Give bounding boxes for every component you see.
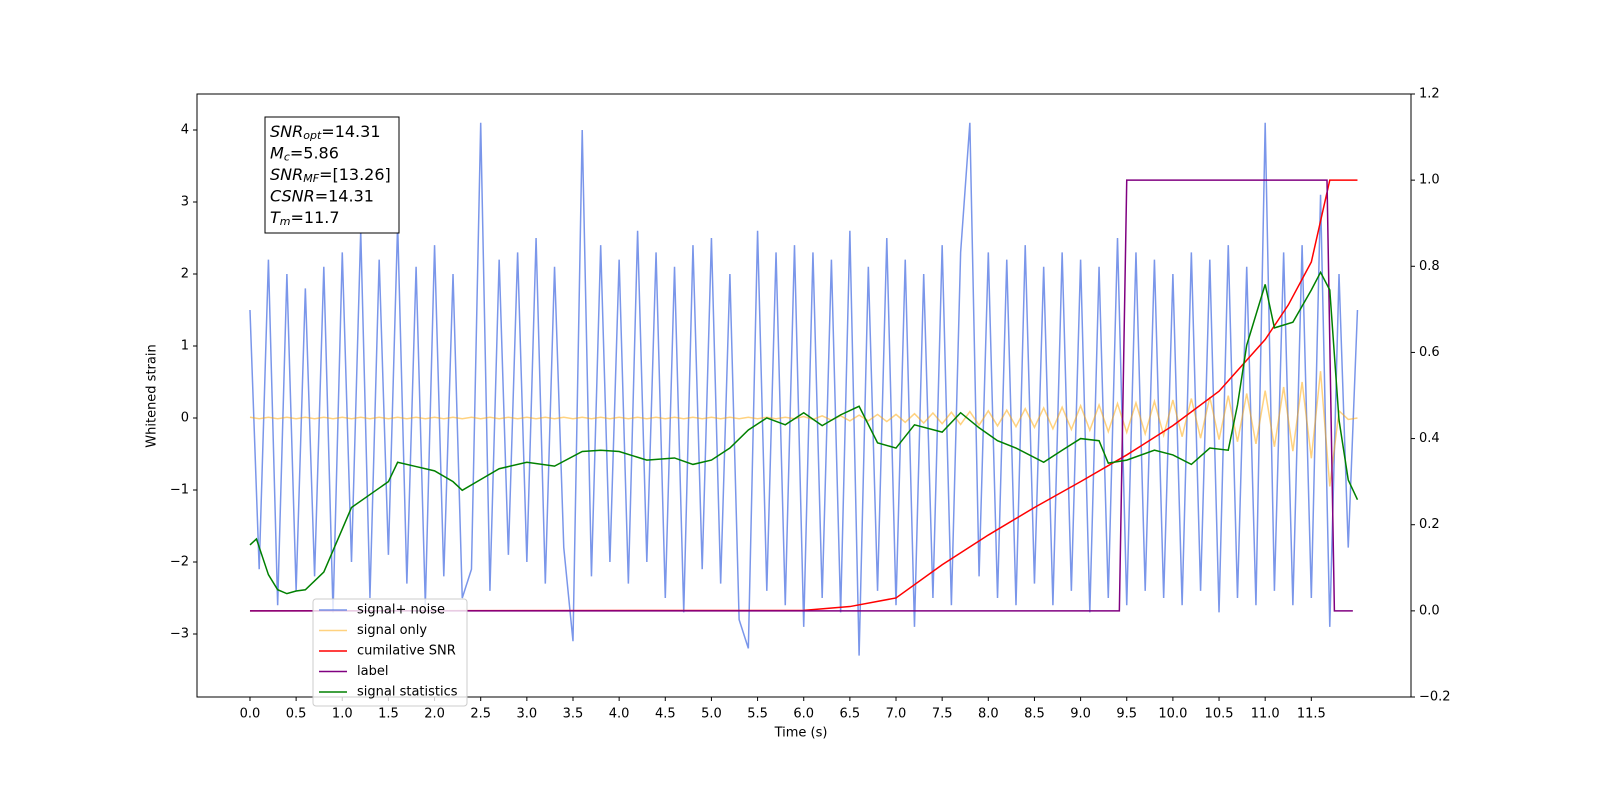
legend-label: cumilative SNR <box>357 644 456 659</box>
series-line <box>249 270 1359 595</box>
annotation-symbol: SNR <box>270 165 303 184</box>
series-line <box>249 179 1353 612</box>
x-axis-label: Time (s) <box>774 726 828 741</box>
y2-tick-label: 0.0 <box>1419 603 1440 618</box>
x-tick-label: 9.0 <box>1070 707 1091 722</box>
y-tick-label: 4 <box>181 123 189 138</box>
y2-tick-label: 0.6 <box>1419 345 1440 360</box>
y2-tick-label: 0.8 <box>1419 259 1440 274</box>
annotation-subscript: c <box>284 151 290 164</box>
annotation-subscript: opt <box>303 129 322 142</box>
annotation-line: Mc=5.86 <box>270 143 339 164</box>
y2-tick-label: 1.0 <box>1419 173 1440 188</box>
x-tick-label: 1.5 <box>378 707 399 722</box>
y-tick-label: −3 <box>170 627 189 642</box>
x-tick-label: 3.0 <box>517 707 538 722</box>
legend-label: signal only <box>357 623 427 638</box>
x-tick-label: 11.5 <box>1297 707 1326 722</box>
series-line <box>249 122 1359 656</box>
x-tick-label: 1.0 <box>332 707 353 722</box>
annotation-value: =14.31 <box>315 186 374 205</box>
y2-tick-label: 1.2 <box>1419 87 1440 102</box>
legend-label: label <box>357 664 388 679</box>
x-tick-label: 9.5 <box>1116 707 1137 722</box>
legend-frame <box>312 598 468 707</box>
y-axis-label: Whitened strain <box>145 344 160 447</box>
annotation-box: SNRopt=14.31Mc=5.86SNRMF=[13.26]CSNR=14.… <box>264 116 400 234</box>
y2-tick-label: −0.2 <box>1419 690 1451 705</box>
legend-label: signal statistics <box>357 685 458 700</box>
annotation-value: =5.86 <box>290 143 339 162</box>
annotation-symbol: M <box>270 143 284 162</box>
annotation-value: =[13.26] <box>319 165 391 184</box>
series-line <box>249 371 1358 487</box>
x-tick-label: 0.0 <box>240 707 261 722</box>
x-tick-label: 10.5 <box>1205 707 1234 722</box>
legend: signal+ noise signal only cumilative SNR la… <box>312 598 468 707</box>
plot-area <box>249 122 1359 656</box>
annotation-symbol: SNR <box>270 122 303 141</box>
x-tick-label: 11.0 <box>1251 707 1280 722</box>
y2-tick-label: 0.4 <box>1419 431 1440 446</box>
x-tick-label: 7.0 <box>886 707 907 722</box>
annotation-symbol: T <box>270 208 281 227</box>
x-tick-label: 7.5 <box>932 707 953 722</box>
x-tick-label: 2.0 <box>424 707 445 722</box>
x-tick-label: 2.5 <box>470 707 491 722</box>
annotation-line: SNRMF=[13.26] <box>270 165 391 186</box>
x-tick-label: 4.5 <box>655 707 676 722</box>
x-tick-label: 8.0 <box>978 707 999 722</box>
y-tick-label: 0 <box>181 411 189 426</box>
annotation-value: =14.31 <box>321 122 380 141</box>
y-tick-label: −1 <box>170 483 189 498</box>
x-tick-label: 6.0 <box>793 707 814 722</box>
legend-label: signal+ noise <box>357 603 445 618</box>
annotation-subscript: MF <box>303 172 319 185</box>
annotation-line: SNRopt=14.31 <box>270 122 381 143</box>
x-tick-label: 5.0 <box>701 707 722 722</box>
y2-tick-label: 0.2 <box>1419 517 1440 532</box>
x-tick-label: 6.5 <box>840 707 861 722</box>
y-tick-label: 2 <box>181 267 189 282</box>
annotation-line: CSNR=14.31 <box>270 186 374 205</box>
x-tick-label: 3.5 <box>563 707 584 722</box>
y-tick-label: 3 <box>181 195 189 210</box>
x-tick-label: 5.5 <box>747 707 768 722</box>
annotation-value: =11.7 <box>291 208 340 227</box>
x-tick-label: 8.5 <box>1024 707 1045 722</box>
series-line <box>249 179 1358 612</box>
annotation-line: Tm=11.7 <box>270 208 340 229</box>
x-tick-label: 4.0 <box>609 707 630 722</box>
y-tick-label: 1 <box>181 339 189 354</box>
annotation-symbol: CSNR <box>270 186 315 205</box>
annotation-subscript: m <box>280 215 291 228</box>
x-tick-label: 0.5 <box>286 707 307 722</box>
y-tick-label: −2 <box>170 555 189 570</box>
x-tick-label: 10.0 <box>1158 707 1187 722</box>
annotation-frame <box>264 116 400 234</box>
